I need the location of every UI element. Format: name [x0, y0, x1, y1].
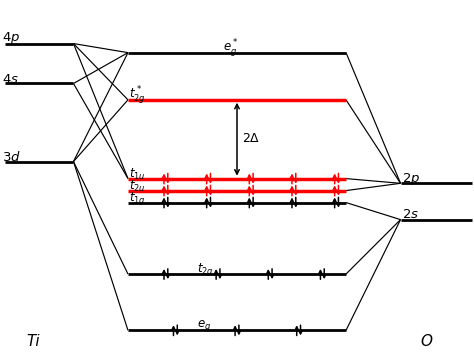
Text: $e_g$: $e_g$	[197, 318, 211, 333]
Text: $4s$: $4s$	[2, 73, 19, 86]
Text: Ti: Ti	[27, 334, 40, 349]
Text: O: O	[420, 334, 433, 349]
Text: $3d$: $3d$	[2, 150, 21, 164]
Text: $e_g^*$: $e_g^*$	[223, 37, 238, 59]
Text: $2\Delta$: $2\Delta$	[242, 132, 260, 145]
Text: $t_{2u}$: $t_{2u}$	[129, 179, 146, 194]
Text: $4p$: $4p$	[2, 30, 20, 46]
Text: $t_{2g}$: $t_{2g}$	[197, 261, 213, 278]
Text: $2s$: $2s$	[402, 208, 419, 221]
Text: $t_{2g}^*$: $t_{2g}^*$	[129, 84, 146, 106]
Text: $t_{1g}$: $t_{1g}$	[129, 190, 146, 207]
Text: $2p$: $2p$	[402, 171, 420, 187]
Text: $t_{1u}$: $t_{1u}$	[129, 167, 146, 182]
